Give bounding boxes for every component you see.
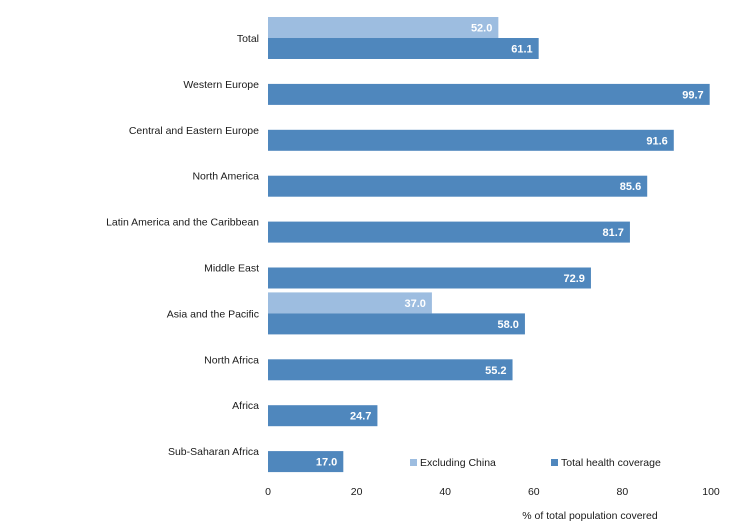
value-label-total-health-coverage-latin-america-and-the-caribbean: 81.7 [603, 227, 624, 239]
x-tick-label-80: 80 [617, 486, 629, 498]
x-tick-label-40: 40 [439, 486, 451, 498]
bar-excluding-china-total [268, 17, 499, 38]
value-label-total-health-coverage-central-and-eastern-europe: 91.6 [646, 135, 667, 147]
bar-total-health-coverage-north-america [268, 175, 648, 197]
category-labels-layer: Total Western Europe Central and Eastern E… [106, 33, 259, 458]
category-label-sub-saharan-africa: Sub-Saharan Africa [168, 446, 259, 458]
value-label-total-health-coverage-western-europe: 99.7 [682, 89, 703, 101]
bar-total-health-coverage-western-europe [268, 83, 710, 105]
x-tick-label-100: 100 [702, 486, 720, 498]
value-label-total-health-coverage-middle-east: 72.9 [564, 273, 585, 285]
x-axis: 0 20 40 60 80 100 [265, 486, 720, 498]
category-label-asia-and-the-pacific: Asia and the Pacific [167, 308, 259, 320]
value-label-total-health-coverage-north-america: 85.6 [620, 181, 641, 193]
value-label-total-health-coverage-total: 61.1 [511, 44, 532, 56]
value-label-excluding-china-total: 52.0 [471, 23, 492, 35]
bar-excluding-china-asia-and-the-pacific [268, 292, 432, 314]
category-label-total: Total [237, 33, 259, 45]
legend-label-total-health-coverage: Total health coverage [561, 457, 661, 469]
category-label-africa: Africa [232, 400, 259, 412]
value-label-total-health-coverage-sub-saharan-africa: 17.0 [316, 457, 337, 469]
legend: Excluding China Total health coverage [410, 457, 661, 469]
category-label-latin-america-and-the-caribbean: Latin America and the Caribbean [106, 217, 259, 229]
x-tick-label-20: 20 [351, 486, 363, 498]
bar-total-health-coverage-asia-and-the-pacific [268, 313, 525, 335]
x-axis-title: % of total population covered [522, 510, 658, 522]
value-label-excluding-china-asia-and-the-pacific: 37.0 [404, 298, 425, 310]
category-label-middle-east: Middle East [204, 263, 259, 275]
bar-total-health-coverage-africa [268, 405, 378, 427]
bars-layer [268, 17, 710, 473]
legend-swatch-total-health-coverage [551, 459, 558, 466]
x-tick-label-0: 0 [265, 486, 271, 498]
bar-total-health-coverage-north-africa [268, 359, 513, 381]
legend-swatch-excluding-china [410, 459, 417, 466]
bar-total-health-coverage-central-and-eastern-europe [268, 129, 674, 151]
category-label-central-and-eastern-europe: Central and Eastern Europe [129, 125, 259, 137]
bar-total-health-coverage-latin-america-and-the-caribbean [268, 221, 630, 243]
value-labels-layer: 52.0 61.1 99.7 91.6 85.6 81.7 72.9 37.0 58.0 55.2… [316, 23, 704, 469]
category-label-north-africa: North Africa [204, 354, 259, 366]
value-label-total-health-coverage-north-africa: 55.2 [485, 365, 506, 377]
value-label-total-health-coverage-africa: 24.7 [350, 411, 371, 423]
legend-label-excluding-china: Excluding China [420, 457, 496, 469]
x-tick-label-60: 60 [528, 486, 540, 498]
category-label-north-america: North America [192, 171, 259, 183]
bar-total-health-coverage-middle-east [268, 267, 591, 289]
bar-total-health-coverage-sub-saharan-africa [268, 451, 344, 473]
value-label-total-health-coverage-asia-and-the-pacific: 58.0 [498, 319, 519, 331]
bar-total-health-coverage-total [268, 38, 539, 59]
category-label-western-europe: Western Europe [183, 79, 259, 91]
